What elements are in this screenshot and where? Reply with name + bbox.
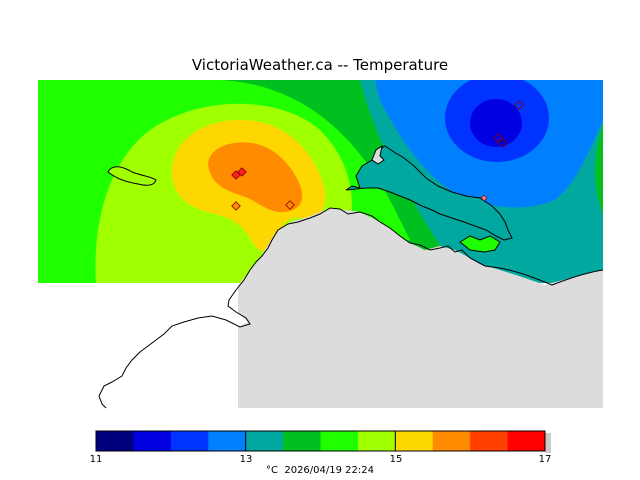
land-islet-west	[107, 166, 157, 186]
legend-swatch	[320, 431, 359, 451]
legend-tick-17: 17	[538, 454, 552, 465]
legend-tick-15: 15	[389, 454, 403, 465]
zone-coldest	[470, 99, 522, 147]
station-marker	[285, 200, 295, 210]
legend-swatch	[507, 431, 546, 451]
station-marker	[480, 194, 488, 202]
legend-caption: °C 2026/04/19 22:24	[0, 465, 640, 476]
legend-swatch	[470, 431, 509, 451]
legend-swatch	[245, 431, 284, 451]
station-marker	[514, 100, 524, 110]
legend-swatches	[95, 431, 546, 451]
station-marker	[231, 201, 241, 211]
legend-swatch	[170, 431, 209, 451]
legend-border	[95, 430, 546, 452]
legend-swatch	[357, 431, 396, 451]
legend-swatch	[208, 431, 247, 451]
legend-swatch	[395, 431, 434, 451]
legend-tick-13: 13	[239, 454, 253, 465]
map-title: VictoriaWeather.ca -- Temperature	[191, 56, 449, 74]
station-marker	[493, 133, 503, 143]
legend-swatch	[283, 431, 321, 451]
coast-north-inlet	[371, 144, 385, 165]
zone-warm-core	[208, 142, 303, 213]
station-marker	[498, 138, 508, 148]
legend-swatch	[133, 431, 172, 451]
coast-east-bay	[459, 235, 501, 253]
legend-unit: °C	[266, 465, 278, 476]
legend-tick-11: 11	[89, 454, 103, 465]
station-marker	[237, 167, 247, 177]
weather-stations	[231, 100, 524, 211]
land-white-area	[38, 283, 238, 408]
legend-shadow	[545, 433, 551, 453]
legend-swatch	[96, 431, 134, 451]
coastline-mainland	[98, 207, 604, 409]
legend-swatch	[432, 431, 471, 451]
zone-cool-east	[595, 124, 603, 216]
legend-timestamp: 2026/04/19 22:24	[284, 465, 374, 476]
